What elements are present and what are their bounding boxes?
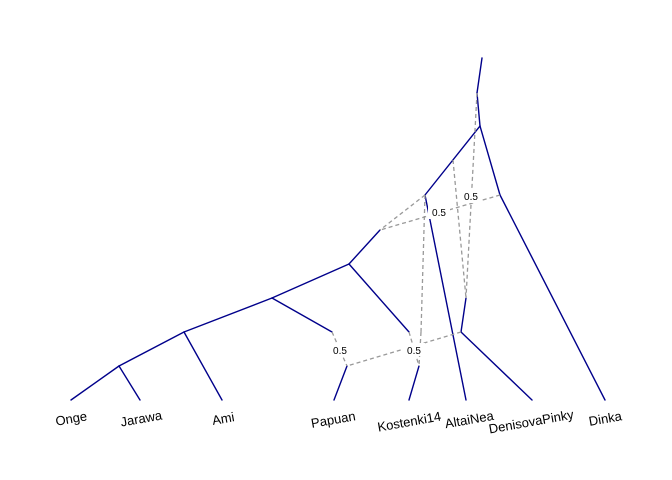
admix-root-to-deni (465, 92, 478, 299)
admix-papuan-node (331, 331, 348, 367)
edge-jarawa (118, 365, 141, 401)
edge-to-nonafrican (348, 229, 381, 265)
tree-edges (70, 57, 606, 401)
edge-to-papuan-node (271, 297, 333, 333)
edge-onge (70, 365, 120, 401)
weight-label-upper-left: 0.5 (432, 208, 446, 219)
weight-label-papuan: 0.5 (333, 346, 347, 357)
admixture-weights: 0.5 0.5 0.5 0.5 (328, 190, 482, 357)
leaf-label-onge: Onge (54, 408, 88, 428)
leaf-label-papuan: Papuan (310, 408, 357, 431)
leaf-label-denisovapinky: DenisovaPinky (488, 407, 576, 437)
admix-nea-to-deni (452, 159, 467, 299)
edge-root (476, 57, 483, 94)
weight-bg-papuan (328, 343, 350, 356)
edge-to-andaman-node (118, 331, 185, 367)
admix-nea-to-nonafrican (379, 194, 426, 231)
leaf-label-kostenki14: Kostenki14 (376, 409, 442, 435)
edge-to-ami-node (183, 297, 273, 333)
edge-to-dinka-branch (479, 125, 501, 196)
admix-nea-to-kostenki (420, 194, 426, 333)
edge-to-deni-admix (460, 297, 467, 333)
edge-altainea (424, 194, 467, 401)
weight-bg-kostenki (403, 343, 425, 356)
edge-papuan (333, 365, 348, 401)
leaf-label-ami: Ami (211, 409, 236, 428)
weight-label-kostenki: 0.5 (407, 346, 421, 357)
edge-ami (183, 331, 223, 401)
weight-bg-upper-right (460, 190, 482, 203)
weight-bg-upper-left (428, 206, 450, 219)
edge-root-to-split (476, 92, 481, 127)
weight-label-upper-right: 0.5 (464, 192, 478, 203)
edge-denisovapinky (460, 331, 533, 401)
edge-dinka (499, 194, 606, 401)
edge-to-asian-node (271, 263, 350, 299)
leaf-label-dinka: Dinka (588, 408, 624, 429)
edge-kostenki14 (408, 365, 420, 401)
leaf-labels: Onge Jarawa Ami Papuan Kostenki14 AltaiN… (54, 407, 623, 437)
admixture-edges (331, 92, 501, 367)
edge-to-kostenki-node (348, 263, 410, 333)
leaf-label-jarawa: Jarawa (119, 407, 164, 429)
